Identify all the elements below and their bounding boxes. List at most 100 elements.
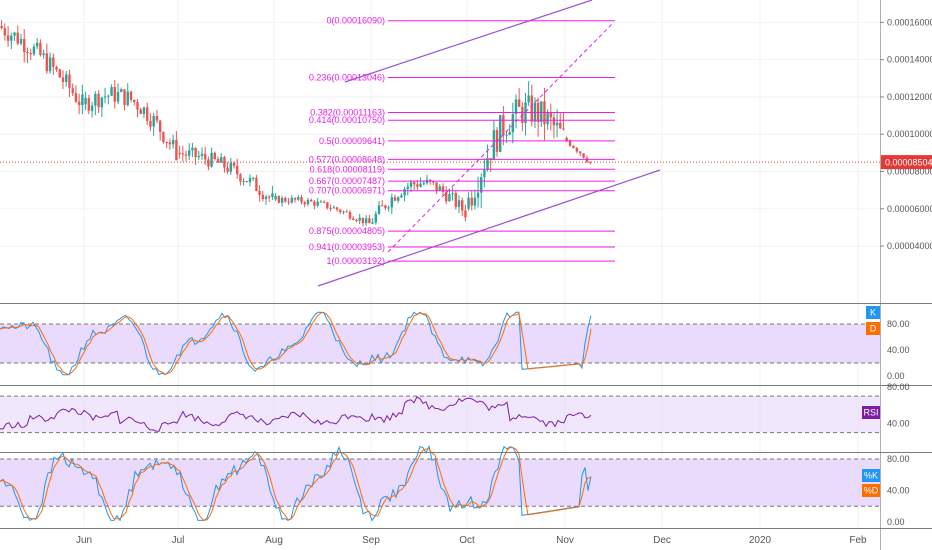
candle-body: [152, 115, 155, 127]
time-tick-label: Aug: [265, 535, 283, 546]
candle-body: [84, 97, 87, 105]
candle-body: [445, 191, 448, 202]
indicator-tick-label: 80.00: [887, 454, 910, 464]
candle-body: [32, 46, 36, 55]
candle-body: [194, 147, 197, 158]
candle-body: [248, 177, 252, 183]
candle-body: [207, 159, 210, 167]
candle-body: [441, 186, 445, 192]
indicator-band: [0, 324, 880, 363]
candle-body: [55, 66, 58, 70]
candle-body: [123, 89, 126, 106]
candle-body: [23, 38, 26, 53]
fib-level-label: 0.618(0.00008119): [310, 164, 385, 174]
candle-body: [210, 152, 213, 167]
candle-body: [457, 200, 461, 207]
candle-body: [175, 139, 178, 161]
candle-body: [223, 157, 226, 168]
candle-body: [348, 212, 352, 219]
candle-body: [540, 101, 543, 122]
candle-body: [368, 218, 371, 224]
channel-upper-line[interactable]: [344, 0, 593, 83]
fib-trend-line[interactable]: [387, 23, 613, 253]
indicator-tick-label: 40.00: [887, 345, 910, 355]
price-tick-label: 0.00004000: [887, 241, 932, 251]
candle-body: [578, 151, 582, 154]
indicator-tick-label: 40.00: [887, 486, 910, 496]
candle-body: [406, 186, 409, 190]
candle-body: [162, 131, 165, 142]
candle-body: [473, 197, 477, 206]
candle-body: [505, 134, 508, 136]
candle-body: [264, 196, 268, 200]
stochrsi-d-line: [0, 446, 592, 521]
stochrsi-d-legend-badge: [862, 484, 880, 497]
candle-body: [293, 197, 297, 200]
fib-level-label: 0.5(0.00009641): [319, 136, 385, 146]
candle-body: [52, 57, 55, 67]
candle-body: [342, 211, 345, 213]
candle-body: [432, 181, 435, 183]
candle-body: [188, 150, 191, 156]
candle-body: [384, 205, 387, 209]
candle-body: [467, 197, 470, 209]
candle-body: [387, 207, 390, 209]
candle-body: [335, 207, 339, 210]
stoch-k-legend-badge: [866, 306, 880, 319]
candle-body: [565, 137, 568, 141]
candle-body: [129, 91, 133, 100]
candle-body: [502, 115, 505, 136]
last-price-badge: [881, 155, 932, 170]
candle-body: [416, 184, 419, 187]
candle-body: [65, 74, 68, 83]
stochrsi-k-line: [0, 444, 592, 522]
candle-body: [306, 199, 310, 205]
candle-body: [97, 93, 100, 108]
candle-body: [309, 199, 313, 202]
candle-body: [45, 53, 49, 72]
candle-body: [313, 201, 316, 206]
price-tick-label: 0.00012000: [887, 92, 932, 102]
fib-level-label: 0.414(0.00010750): [309, 115, 385, 125]
candle-body: [403, 189, 406, 196]
candle-body: [454, 193, 457, 207]
candle-body: [6, 35, 10, 41]
candle-body: [514, 99, 518, 115]
candle-body: [197, 156, 200, 158]
candle-body: [339, 209, 342, 213]
candle-body: [274, 196, 277, 200]
candle-body: [16, 32, 19, 44]
candle-body: [555, 122, 559, 126]
time-tick-label: 2020: [749, 535, 772, 546]
candle-body: [200, 153, 204, 157]
candle-body: [374, 213, 377, 223]
candle-body: [139, 109, 142, 115]
candle-body: [168, 142, 172, 145]
candle-body: [470, 197, 473, 206]
candle-body: [435, 182, 438, 191]
candle-body: [252, 177, 255, 179]
fibonacci-retracement[interactable]: 0(0.00016090) 0.236(0.00013046) 0.382(0.00…: [0, 0, 880, 287]
candle-body: [419, 183, 422, 187]
rsi-legend-badge: [862, 406, 880, 419]
stochrsi-k-legend-label: %K: [864, 471, 878, 481]
candle-body: [287, 201, 290, 203]
candle-body: [216, 158, 220, 163]
candle-body: [113, 86, 116, 102]
stoch-k-legend-label: K: [870, 308, 876, 318]
candle-body: [546, 112, 549, 125]
candle-body: [178, 152, 181, 154]
candle-body: [149, 120, 152, 127]
candle-body: [165, 141, 168, 143]
candle-body: [48, 57, 52, 72]
channel-lower-line[interactable]: [317, 169, 661, 287]
candle-body: [322, 201, 326, 203]
candle-body: [582, 153, 585, 158]
candle-body: [245, 181, 248, 183]
candle-body: [326, 202, 329, 209]
candle-body: [58, 69, 61, 78]
indicator-tick-label: 0.00: [887, 371, 905, 381]
candle-body: [511, 114, 515, 133]
candle-body: [29, 53, 32, 55]
